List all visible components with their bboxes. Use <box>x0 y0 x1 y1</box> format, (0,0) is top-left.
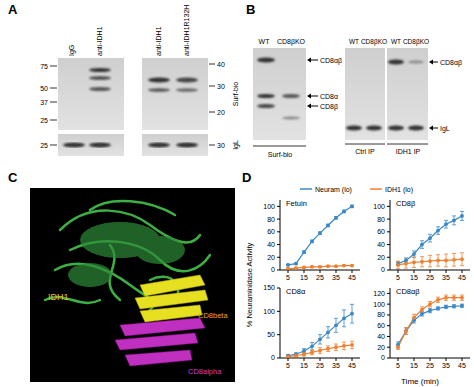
svg-text:20: 20 <box>267 254 275 261</box>
svg-text:anti-IDH1R132H: anti-IDH1R132H <box>183 5 190 56</box>
svg-text:5: 5 <box>286 274 290 281</box>
svg-text:CD8βKO: CD8βKO <box>403 38 429 46</box>
svg-text:50: 50 <box>40 85 48 92</box>
svg-text:% Neuraminidase Activity: % Neuraminidase Activity <box>245 242 254 327</box>
svg-text:0: 0 <box>381 266 385 273</box>
svg-text:100: 100 <box>263 308 275 315</box>
svg-text:120: 120 <box>373 290 385 297</box>
svg-text:15: 15 <box>410 362 418 369</box>
svg-text:40: 40 <box>217 61 225 68</box>
html-text:CD8αβ: CD8αβ <box>396 287 420 296</box>
svg-text:40: 40 <box>267 241 275 248</box>
svg-text:WT: WT <box>259 38 271 45</box>
svg-text:IgL: IgL <box>232 140 240 150</box>
svg-text:Time (min): Time (min) <box>401 377 439 386</box>
svg-text:CD8βKO: CD8βKO <box>361 38 387 46</box>
svg-text:80: 80 <box>377 311 385 318</box>
svg-text:45: 45 <box>458 362 466 369</box>
svg-text:A: A <box>8 2 18 17</box>
svg-text:IDH1 IP: IDH1 IP <box>396 148 421 155</box>
svg-text:25: 25 <box>40 142 48 149</box>
svg-text:anti-IDH1: anti-IDH1 <box>96 26 103 56</box>
svg-text:60: 60 <box>377 322 385 329</box>
svg-text:35: 35 <box>442 362 450 369</box>
svg-text:35: 35 <box>332 362 340 369</box>
svg-text:15: 15 <box>300 362 308 369</box>
svg-text:45: 45 <box>458 274 466 281</box>
svg-text:50: 50 <box>267 331 275 338</box>
svg-text:100: 100 <box>373 203 385 210</box>
svg-text:60: 60 <box>267 228 275 235</box>
svg-text:60: 60 <box>377 228 385 235</box>
svg-text:IgL: IgL <box>440 125 450 133</box>
svg-text:75: 75 <box>40 63 48 70</box>
svg-text:5: 5 <box>396 274 400 281</box>
svg-text:25: 25 <box>426 362 434 369</box>
svg-text:Surf-bio: Surf-bio <box>232 82 239 107</box>
svg-text:IDH1 (lo): IDH1 (lo) <box>385 186 413 194</box>
html-text:CD8β: CD8β <box>396 199 416 208</box>
svg-text:25: 25 <box>316 362 324 369</box>
svg-text:anti-IDH1: anti-IDH1 <box>155 26 162 56</box>
svg-text:30: 30 <box>217 142 225 149</box>
svg-text:Surf-bio: Surf-bio <box>268 151 293 158</box>
svg-text:WT: WT <box>349 38 359 45</box>
svg-text:40: 40 <box>377 241 385 248</box>
html-text:CD8α: CD8α <box>286 287 306 296</box>
svg-text:Neuram (lo): Neuram (lo) <box>315 186 352 194</box>
svg-text:15: 15 <box>300 274 308 281</box>
svg-text:25: 25 <box>426 274 434 281</box>
svg-text:25: 25 <box>40 117 48 124</box>
svg-text:WT: WT <box>391 38 401 45</box>
svg-text:CD8αβ: CD8αβ <box>320 57 342 65</box>
svg-text:D: D <box>242 170 251 185</box>
svg-text:IgG: IgG <box>68 45 76 56</box>
svg-text:100: 100 <box>373 301 385 308</box>
html-text:Fetuin: Fetuin <box>286 199 307 208</box>
svg-text:CD8alpha: CD8alpha <box>188 367 222 376</box>
svg-text:45: 45 <box>348 274 356 281</box>
svg-text:15: 15 <box>410 274 418 281</box>
svg-text:20: 20 <box>377 344 385 351</box>
svg-text:37: 37 <box>40 99 48 106</box>
svg-text:CD8αβ: CD8αβ <box>440 59 462 67</box>
svg-text:C: C <box>8 170 18 185</box>
svg-text:25: 25 <box>316 274 324 281</box>
svg-text:0: 0 <box>271 354 275 361</box>
svg-text:150: 150 <box>263 284 275 291</box>
svg-text:35: 35 <box>442 274 450 281</box>
svg-text:20: 20 <box>217 109 225 116</box>
svg-text:80: 80 <box>267 216 275 223</box>
svg-text:0: 0 <box>271 266 275 273</box>
svg-text:80: 80 <box>377 216 385 223</box>
svg-text:0: 0 <box>381 354 385 361</box>
svg-text:Ctrl IP: Ctrl IP <box>355 148 375 155</box>
svg-text:30: 30 <box>217 83 225 90</box>
svg-text:B: B <box>246 2 255 17</box>
svg-text:5: 5 <box>396 362 400 369</box>
svg-text:CD8beta: CD8beta <box>198 311 228 320</box>
svg-text:35: 35 <box>332 274 340 281</box>
svg-text:45: 45 <box>348 362 356 369</box>
svg-text:IDH1: IDH1 <box>48 292 69 302</box>
svg-text:40: 40 <box>377 333 385 340</box>
svg-text:100: 100 <box>263 203 275 210</box>
svg-text:5: 5 <box>286 362 290 369</box>
svg-text:CD8α: CD8α <box>320 93 338 100</box>
svg-text:CD8βKO: CD8βKO <box>277 38 306 46</box>
svg-text:20: 20 <box>377 254 385 261</box>
svg-text:CD8β: CD8β <box>320 103 338 111</box>
